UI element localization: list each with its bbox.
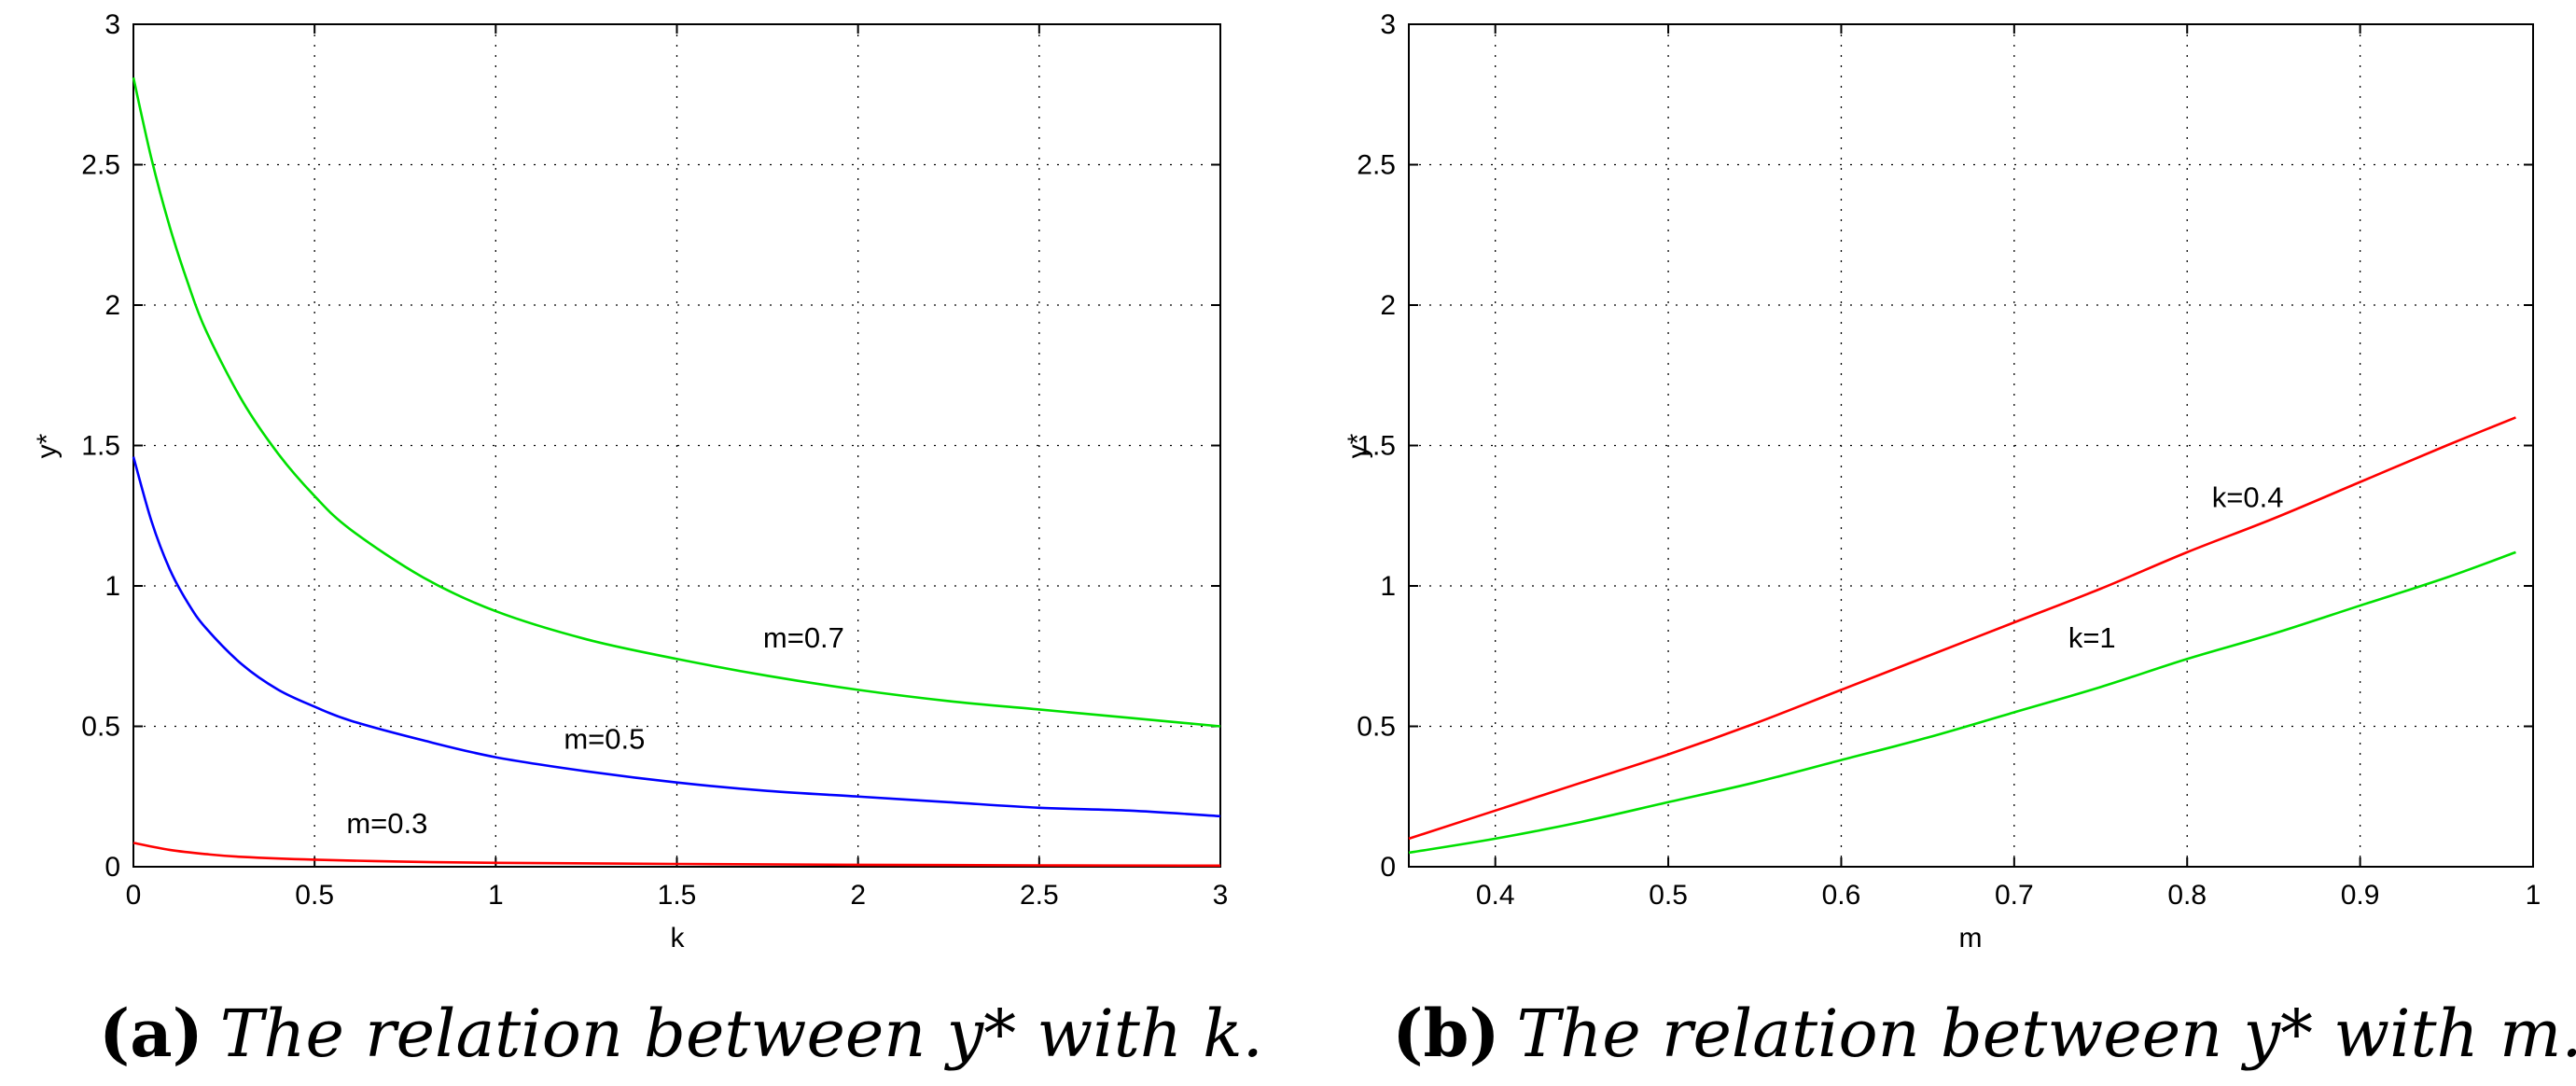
series-line-k-3 <box>132 842 1221 868</box>
chart-k: 0 0.5 1 1.5 2 2.5 3 0 0.5 1 1.5 2 2.5 3 m=0.7 m=0.5 m=0… <box>32 9 1228 954</box>
series-line-k-1 <box>132 77 1221 728</box>
caption-a: (a) The relation between y* with k. <box>99 995 1263 1072</box>
y-tick-label: 3 <box>104 9 120 40</box>
y-tick-label: 2 <box>104 290 120 321</box>
x-tick-label: 0 <box>126 880 142 911</box>
x-tick-label: 0.5 <box>295 880 334 911</box>
series-annotation: k=0.4 <box>2212 481 2284 514</box>
y-tick-label: 0 <box>1380 852 1396 883</box>
x-tick-label: 3 <box>1213 880 1229 911</box>
series-annotation: m=0.5 <box>564 723 645 756</box>
caption-b-text: The relation between y* with m. <box>1517 996 2576 1072</box>
y-tick-label: 0.5 <box>81 712 120 743</box>
series-line-m-1 <box>1408 416 2516 841</box>
series-line-m-2 <box>1408 550 2516 855</box>
y-axis-label-m: y* <box>1343 433 1373 458</box>
x-tick-label: 0.7 <box>1995 880 2034 911</box>
x-tick-label: 2.5 <box>1020 880 1059 911</box>
y-tick-label: 2.5 <box>81 150 120 181</box>
x-tick-label: 2 <box>850 880 866 911</box>
caption-a-text: The relation between y* with k. <box>220 996 1263 1072</box>
x-tick-label: 1.5 <box>658 880 697 911</box>
x-tick-label: 0.6 <box>1822 880 1861 911</box>
y-tick-label: 1.5 <box>1357 431 1396 462</box>
y-axis-label-k: y* <box>32 433 63 458</box>
y-tick-label: 1 <box>104 571 120 602</box>
y-tick-label: 2.5 <box>1357 150 1396 181</box>
series-line-k-2 <box>132 456 1221 818</box>
caption-b-label: (b) <box>1392 995 1499 1072</box>
x-tick-label: 0.4 <box>1476 880 1515 911</box>
caption-a-label: (a) <box>99 995 203 1072</box>
y-tick-label: 0 <box>104 852 120 883</box>
y-tick-label: 0.5 <box>1357 712 1396 743</box>
series-annotation: m=0.7 <box>763 621 844 654</box>
x-tick-label: 0.5 <box>1649 880 1688 911</box>
x-axis-label-k: k <box>671 923 686 954</box>
y-tick-label: 1.5 <box>81 431 120 462</box>
y-tick-label: 1 <box>1380 571 1396 602</box>
chart-m: 0.4 0.5 0.6 0.7 0.8 0.9 1 0 0.5 1 1.5 2 2.5 3 k=0.4 k=… <box>1343 9 2541 954</box>
x-tick-label: 0.9 <box>2341 880 2380 911</box>
series-annotation: k=1 <box>2068 621 2116 654</box>
x-axis-label-m: m <box>1959 923 1983 954</box>
y-tick-label: 3 <box>1380 9 1396 40</box>
y-tick-label: 2 <box>1380 290 1396 321</box>
x-tick-label: 1 <box>488 880 504 911</box>
x-tick-label: 0.8 <box>2167 880 2207 911</box>
x-tick-label: 1 <box>2526 880 2541 911</box>
series-annotation: m=0.3 <box>346 807 427 840</box>
caption-b: (b) The relation between y* with m. <box>1392 995 2576 1072</box>
